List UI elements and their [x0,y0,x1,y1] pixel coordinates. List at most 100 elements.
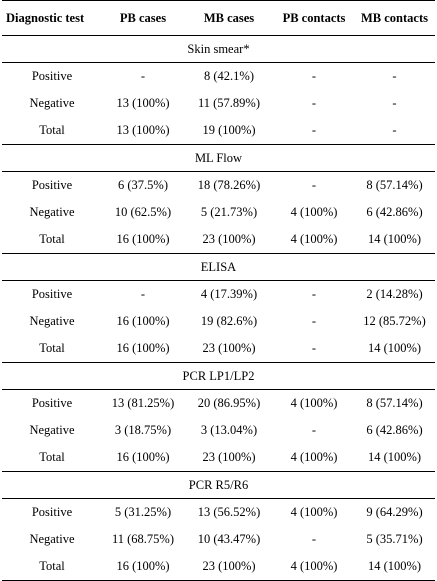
section-title: PCR R5/R6 [2,471,435,499]
table-cell: 4 (100%) [290,396,338,410]
table-row: Positive 13 (81.25%) 20 (86.95%) 4 (100%) 8 … [2,390,435,418]
table-cell: - [311,178,317,192]
section-header-row: PCR LP1/LP2 [2,362,435,390]
table-cell: 16 (100%) [116,232,170,246]
row-label: Negative [29,314,75,328]
table-cell: 23 (100%) [184,553,274,581]
table-cell: - [392,123,397,137]
table-cell: - [311,341,317,355]
row-label: Negative [29,205,75,219]
table-cell: 14 (100%) [367,232,422,246]
table-cell: - [140,287,146,301]
table-cell: 14 (100%) [354,553,435,581]
section-header-row: Skin smear* [2,35,435,63]
header-pb-contacts: PB contacts [274,0,354,36]
table-header: Diagnostic test PB cases MB cases PB con… [2,0,435,36]
table-cell: 11 (68.75%) [111,532,175,546]
table-cell: 19 (100%) [202,123,256,137]
table-cell: 4 (100%) [274,553,354,581]
row-label: Total [39,123,65,137]
table-cell: 16 (100%) [116,450,170,464]
table-cell: 23 (100%) [202,232,256,246]
table-row: Total 16 (100%) 23 (100%) - 14 (100%) [2,335,435,363]
table-cell: 13 (81.25%) [111,396,175,410]
section-header-row: ELISA [2,253,435,281]
table-cell: 8 (42.1%) [204,69,254,83]
table-cell: - [311,96,317,110]
table-cell: 6 (37.5%) [118,178,168,192]
table-cell: 10 (62.5%) [114,205,172,219]
table-row: Negative 10 (62.5%) 5 (21.73%) 4 (100%) 6 (4… [2,199,435,226]
table-cell: 3 (13.04%) [200,423,258,437]
section-header-row: ML Flow [2,144,435,172]
table-cell: - [311,532,317,546]
table-row: Negative 13 (100%) 11 (57.89%) - - [2,90,435,117]
table-cell: 11 (57.89%) [197,96,261,110]
table-cell: 3 (18.75%) [114,423,172,437]
row-label: Positive [31,69,73,83]
table-cell: 8 (57.14%) [366,396,423,410]
table-row: Negative 11 (68.75%) 10 (43.47%) - 5 (35.71%… [2,526,435,553]
row-label: Positive [31,505,73,519]
section-title: ML Flow [2,144,435,172]
table-cell: 12 (85.72%) [363,314,426,328]
table-row: Total 16 (100%) 23 (100%) 4 (100%) 14 (100%) [2,444,435,472]
table-cell: - [311,69,317,83]
table-cell: 8 (57.14%) [366,178,423,192]
table-cell: 4 (100%) [290,505,338,519]
section-title: Skin smear* [2,35,435,63]
table-cell: 14 (100%) [367,450,422,464]
row-label: Positive [31,396,73,410]
table-cell: - [311,287,317,301]
table-cell: 5 (35.71%) [366,532,423,546]
table-row: Total 16 (100%) 23 (100%) 4 (100%) 14 (100%) [2,226,435,254]
table-cell: 13 (56.52%) [197,505,261,519]
table-cell: 6 (42.86%) [366,423,423,437]
table-cell: - [140,69,146,83]
table-row: Positive 6 (37.5%) 18 (78.26%) - 8 (57.14%) [2,172,435,200]
table-cell: 20 (86.95%) [197,396,261,410]
row-label: Negative [29,423,75,437]
row-label: Positive [31,178,73,192]
table-cell: 13 (100%) [116,96,170,110]
header-mb-contacts: MB contacts [354,0,435,36]
row-label: Negative [29,532,75,546]
header-pb-cases: PB cases [102,0,184,36]
table-row: Total 16 (100%) 23 (100%) 4 (100%) 14 (100%) [2,553,435,581]
table-cell: 5 (31.25%) [114,505,172,519]
table-cell: - [311,123,317,137]
row-label: Negative [29,96,75,110]
header-mb-cases: MB cases [184,0,274,36]
table-row: Negative 16 (100%) 19 (82.6%) - 12 (85.72%) [2,308,435,335]
table-cell: 5 (21.73%) [200,205,258,219]
table-row: Negative 3 (18.75%) 3 (13.04%) - 6 (42.86%) [2,417,435,444]
row-label: Positive [31,287,73,301]
table-row: Positive - 8 (42.1%) - - [2,63,435,91]
table-cell: 2 (14.28%) [366,287,423,301]
section-title: PCR LP1/LP2 [2,362,435,390]
table-cell: 16 (100%) [116,314,170,328]
table-cell: - [392,69,397,83]
table-cell: 4 (100%) [290,450,338,464]
table-cell: 18 (78.26%) [197,178,261,192]
table-cell: 23 (100%) [202,450,256,464]
table-cell: 16 (100%) [102,553,184,581]
table-cell: 16 (100%) [116,341,170,355]
table-row: Positive 5 (31.25%) 13 (56.52%) 4 (100%) 9 (… [2,499,435,527]
section-header-row: PCR R5/R6 [2,471,435,499]
row-label: Total [39,341,65,355]
section-title: ELISA [2,253,435,281]
row-label: Total [2,553,102,581]
table-cell: 19 (82.6%) [200,314,258,328]
table-row: Total 13 (100%) 19 (100%) - - [2,117,435,145]
table-cell: - [311,314,317,328]
table-cell: 4 (100%) [290,232,338,246]
header-diagnostic-test: Diagnostic test [2,0,102,36]
table-body: Skin smear* Positive - 8 (42.1%) - - Negative 1… [2,35,435,581]
table-cell: 10 (43.47%) [197,532,261,546]
table-cell: 23 (100%) [202,341,256,355]
table-cell: - [311,423,317,437]
table-cell: 4 (17.39%) [200,287,258,301]
table-cell: 13 (100%) [116,123,170,137]
